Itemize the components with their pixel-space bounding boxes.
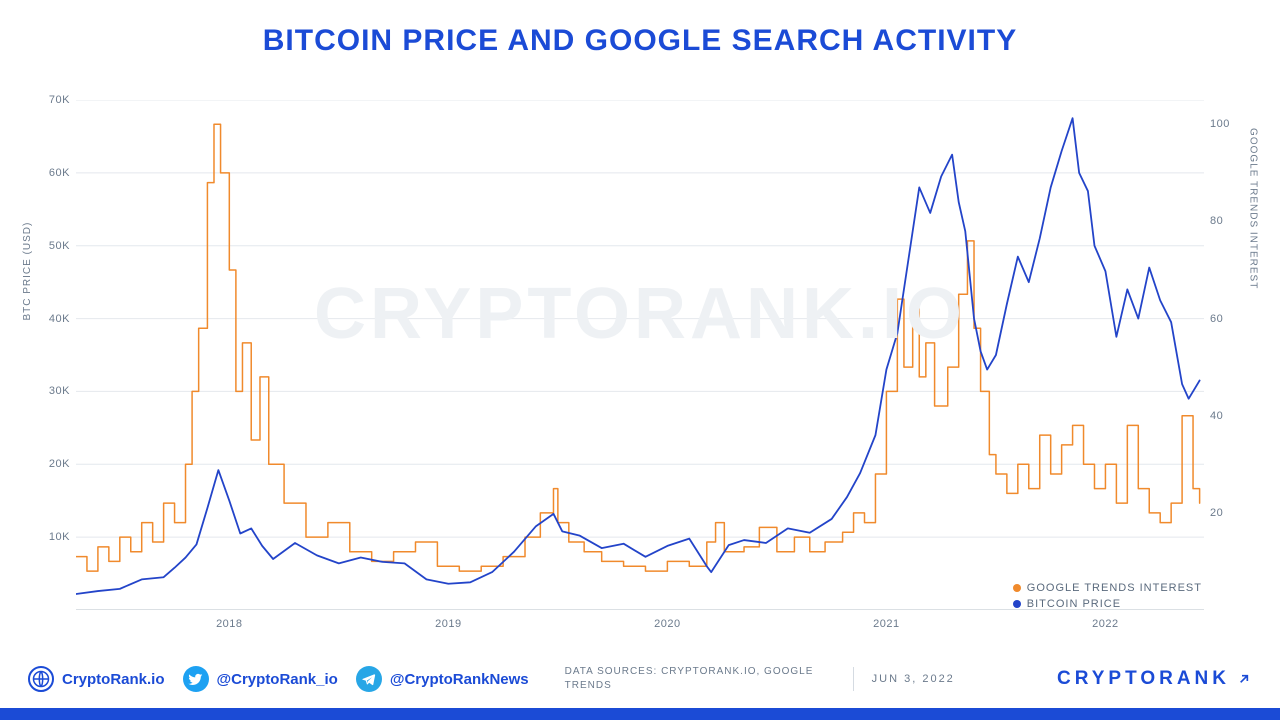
y-left-tick: 40K	[36, 313, 70, 325]
x-tick: 2020	[642, 618, 692, 630]
legend-item: GOOGLE TRENDS INTEREST	[1013, 582, 1202, 594]
y-left-tick: 20K	[36, 458, 70, 470]
website-label: CryptoRank.io	[62, 671, 165, 688]
telegram-label: @CryptoRankNews	[390, 671, 529, 688]
y-left-tick: 10K	[36, 531, 70, 543]
chart-title: BITCOIN PRICE AND GOOGLE SEARCH ACTIVITY	[0, 0, 1280, 66]
y-right-tick: 60	[1210, 313, 1240, 325]
telegram-icon	[356, 666, 382, 692]
y-right-tick: 20	[1210, 507, 1240, 519]
twitter-icon	[183, 666, 209, 692]
twitter-label: @CryptoRank_io	[217, 671, 338, 688]
x-tick: 2018	[204, 618, 254, 630]
y-left-tick: 30K	[36, 385, 70, 397]
website-link[interactable]: CryptoRank.io	[28, 666, 165, 692]
footer: CryptoRank.io @CryptoRank_io @CryptoRank…	[0, 652, 1280, 706]
chart-area: BTC PRICE (USD) GOOGLE TRENDS INTEREST C…	[30, 100, 1250, 640]
legend-item: BITCOIN PRICE	[1013, 598, 1202, 610]
y-left-tick: 50K	[36, 240, 70, 252]
legend: GOOGLE TRENDS INTEREST BITCOIN PRICE	[1013, 578, 1202, 610]
y-left-tick: 60K	[36, 167, 70, 179]
y-left-tick: 70K	[36, 94, 70, 106]
plot-surface: CRYPTORANK.IO GOOGLE TRENDS INTERESTBITC…	[76, 100, 1204, 610]
telegram-link[interactable]: @CryptoRankNews	[356, 666, 529, 692]
x-tick: 2021	[861, 618, 911, 630]
y-right-tick: 40	[1210, 410, 1240, 422]
x-tick: 2022	[1080, 618, 1130, 630]
brand-logo: CRYPTORANK	[1057, 668, 1252, 690]
y-right-tick: 100	[1210, 118, 1240, 130]
y-right-axis-label: GOOGLE TRENDS INTEREST	[1247, 128, 1258, 289]
y-left-axis-label: BTC PRICE (USD)	[22, 222, 33, 321]
twitter-link[interactable]: @CryptoRank_io	[183, 666, 338, 692]
y-right-tick: 80	[1210, 215, 1240, 227]
globe-icon	[28, 666, 54, 692]
x-tick: 2019	[423, 618, 473, 630]
data-sources: DATA SOURCES: CRYPTORANK.IO, GOOGLE TREN…	[565, 665, 825, 693]
footer-accent-bar	[0, 708, 1280, 720]
publish-date: JUN 3, 2022	[853, 667, 973, 691]
